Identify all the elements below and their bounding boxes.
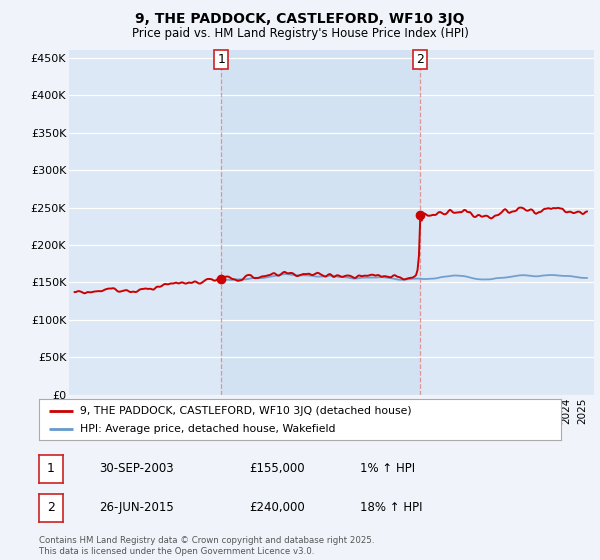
Text: 2: 2 bbox=[47, 501, 55, 515]
Text: 26-JUN-2015: 26-JUN-2015 bbox=[99, 501, 174, 515]
Text: Price paid vs. HM Land Registry's House Price Index (HPI): Price paid vs. HM Land Registry's House … bbox=[131, 27, 469, 40]
Text: 18% ↑ HPI: 18% ↑ HPI bbox=[360, 501, 422, 515]
Text: 1% ↑ HPI: 1% ↑ HPI bbox=[360, 462, 415, 475]
Text: HPI: Average price, detached house, Wakefield: HPI: Average price, detached house, Wake… bbox=[80, 424, 335, 434]
Bar bbox=[221, 50, 421, 395]
Text: 9, THE PADDOCK, CASTLEFORD, WF10 3JQ (detached house): 9, THE PADDOCK, CASTLEFORD, WF10 3JQ (de… bbox=[80, 405, 412, 416]
Text: 9, THE PADDOCK, CASTLEFORD, WF10 3JQ: 9, THE PADDOCK, CASTLEFORD, WF10 3JQ bbox=[135, 12, 465, 26]
Text: 2: 2 bbox=[416, 53, 424, 66]
Text: Contains HM Land Registry data © Crown copyright and database right 2025.
This d: Contains HM Land Registry data © Crown c… bbox=[39, 536, 374, 556]
Text: 30-SEP-2003: 30-SEP-2003 bbox=[99, 462, 173, 475]
Text: 1: 1 bbox=[47, 462, 55, 475]
Text: £240,000: £240,000 bbox=[249, 501, 305, 515]
Text: £155,000: £155,000 bbox=[249, 462, 305, 475]
Text: 1: 1 bbox=[217, 53, 226, 66]
